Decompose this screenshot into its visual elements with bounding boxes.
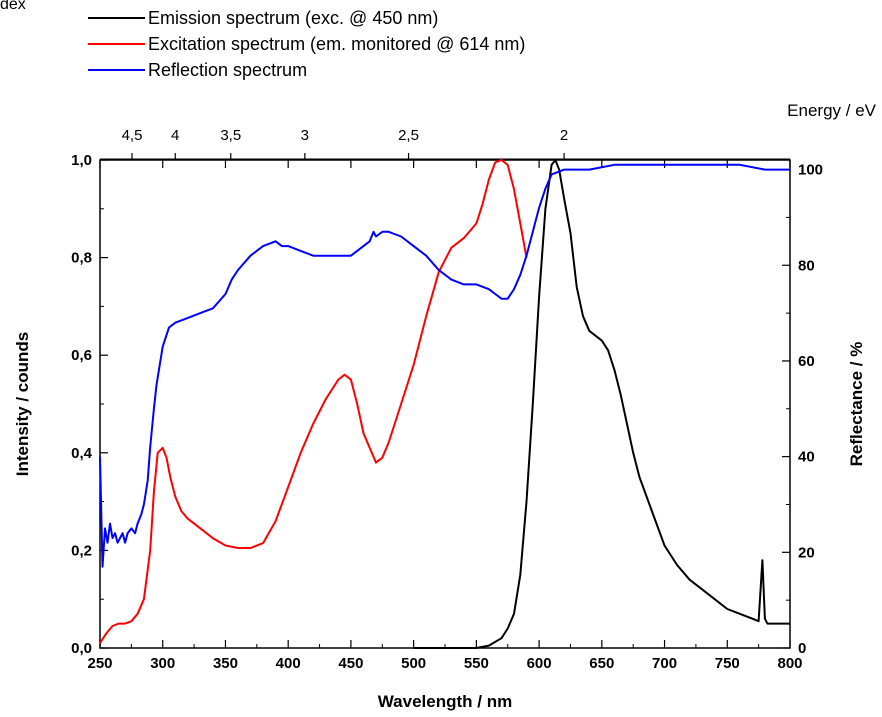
legend: Emission spectrum (exc. @ 450 nm) Excitat… [88, 8, 525, 80]
x2-tick-label: 4,5 [122, 127, 143, 144]
series-line-3 [99, 163, 790, 568]
x-tick-label: 250 [87, 655, 112, 672]
x2-tick-label: 3,5 [220, 127, 241, 144]
x-tick-label: 350 [213, 655, 238, 672]
y2-tick-label: 100 [798, 162, 823, 179]
x-tick-label: 650 [589, 655, 614, 672]
x-tick-label: 300 [150, 655, 175, 672]
x2-tick-label: 4 [171, 127, 179, 144]
x2-axis-title: Energy / eV [787, 101, 876, 120]
y-tick-label: 0,8 [71, 250, 92, 267]
x-tick-label: 600 [527, 655, 552, 672]
y2-tick-label: 60 [798, 353, 815, 370]
x-tick-label: 800 [777, 655, 802, 672]
x-tick-label: 700 [652, 655, 677, 672]
series-lines [99, 159, 790, 649]
y2-tick-label: 40 [798, 449, 815, 466]
x-tick-label: 500 [401, 655, 426, 672]
y-tick-label: 0,0 [71, 640, 92, 657]
y-tick-label: 1,0 [71, 152, 92, 169]
y-tick-label: 0,6 [71, 347, 92, 364]
legend-label: Emission spectrum (exc. @ 450 nm) [148, 8, 438, 28]
series-line-2 [99, 159, 528, 644]
x-tick-label: 550 [464, 655, 489, 672]
y2-tick-label: 80 [798, 257, 815, 274]
legend-label: Excitation spectrum (em. monitored @ 614… [148, 34, 525, 54]
y-tick-label: 0,2 [71, 542, 92, 559]
series-line-1 [413, 159, 790, 649]
x-tick-label: 450 [338, 655, 363, 672]
y2-tick-label: 0 [798, 640, 806, 657]
y2-tick-label: 20 [798, 544, 815, 561]
x2-tick-label: 2,5 [398, 127, 419, 144]
x2-tick-label: 2 [560, 127, 568, 144]
axes: 250 300 350 400 450 500 550 600 650 700 750 8000,00… [71, 127, 823, 672]
x-tick-label: 750 [715, 655, 740, 672]
y2-axis-title: Reflectance / % [847, 342, 866, 467]
x2-tick-label: 3 [301, 127, 309, 144]
y-tick-label: 0,4 [71, 445, 93, 462]
legend-label: Reflection spectrum [148, 60, 307, 80]
corner-text: dex [0, 0, 26, 13]
y-axis-title: Intensity / counds [13, 332, 32, 477]
x-tick-label: 400 [276, 655, 301, 672]
x-axis-title: Wavelength / nm [378, 692, 512, 711]
